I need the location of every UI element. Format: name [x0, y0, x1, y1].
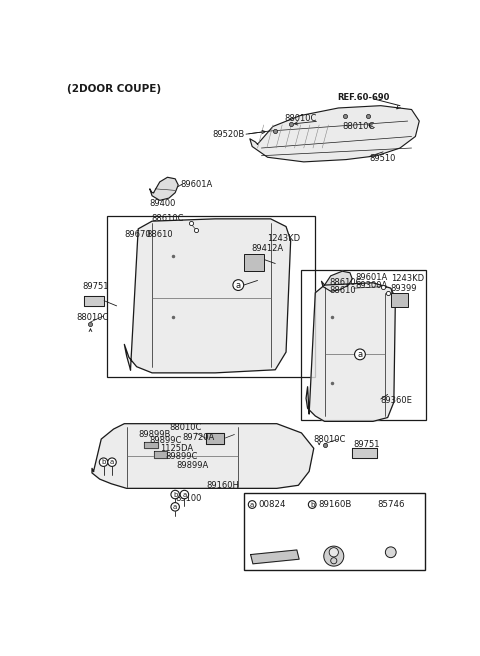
Bar [391, 293, 408, 306]
Text: 00824: 00824 [258, 500, 286, 509]
Bar [301, 270, 426, 420]
Polygon shape [251, 550, 299, 564]
Text: 88610C: 88610C [329, 278, 361, 287]
Text: 88010C: 88010C [285, 114, 317, 123]
Text: 89160H: 89160H [206, 481, 239, 490]
Circle shape [99, 458, 108, 466]
Circle shape [385, 547, 396, 558]
Text: 89300A: 89300A [355, 281, 387, 289]
Text: 89751: 89751 [354, 440, 380, 449]
Text: 89899B: 89899B [138, 430, 170, 439]
Text: 89899C: 89899C [165, 451, 198, 461]
Polygon shape [352, 448, 377, 459]
Text: 85746: 85746 [377, 500, 405, 509]
Text: 89100: 89100 [175, 494, 202, 503]
Text: REF.60-690: REF.60-690 [337, 92, 389, 102]
Circle shape [180, 490, 189, 499]
Text: 89399: 89399 [391, 283, 417, 293]
Polygon shape [306, 283, 396, 421]
Circle shape [233, 279, 244, 291]
Polygon shape [84, 296, 104, 306]
Text: b: b [310, 502, 314, 508]
Bar [244, 493, 425, 570]
Circle shape [329, 548, 338, 557]
Text: 1243KD: 1243KD [391, 274, 424, 283]
Text: (2DOOR COUPE): (2DOOR COUPE) [67, 85, 161, 94]
Circle shape [248, 501, 256, 508]
Text: a: a [173, 504, 177, 510]
Circle shape [108, 458, 116, 466]
Polygon shape [250, 106, 419, 162]
Text: b: b [101, 459, 106, 465]
Text: 89670: 89670 [124, 230, 151, 239]
Text: 89601A: 89601A [355, 273, 387, 282]
Text: a: a [182, 491, 187, 497]
Polygon shape [144, 442, 158, 448]
Text: 89400: 89400 [150, 199, 176, 208]
Text: a: a [110, 459, 114, 465]
Polygon shape [92, 424, 314, 488]
Text: 88010C: 88010C [169, 423, 202, 432]
Circle shape [171, 490, 180, 499]
Polygon shape [124, 219, 291, 373]
Circle shape [171, 502, 180, 511]
Text: 1125DA: 1125DA [160, 444, 193, 453]
Text: 88610C: 88610C [151, 215, 184, 223]
Text: 89899C: 89899C [150, 436, 182, 445]
Text: a: a [236, 281, 241, 289]
Circle shape [355, 349, 365, 359]
Text: 89601A: 89601A [180, 180, 213, 189]
Circle shape [324, 546, 344, 566]
Polygon shape [206, 433, 225, 445]
Text: 1243KD: 1243KD [267, 234, 300, 243]
Text: 89360E: 89360E [381, 396, 413, 405]
Text: a: a [358, 350, 362, 359]
Text: 89520B: 89520B [212, 130, 244, 138]
Polygon shape [154, 451, 168, 458]
Polygon shape [322, 271, 352, 291]
Circle shape [308, 501, 316, 508]
Text: 89510: 89510 [369, 154, 396, 163]
Bar [244, 255, 264, 271]
Text: 89899A: 89899A [177, 461, 209, 470]
Text: 89720A: 89720A [183, 433, 215, 442]
Text: 88610: 88610 [146, 230, 172, 239]
Text: 89412A: 89412A [252, 243, 284, 253]
Text: 89751: 89751 [83, 282, 109, 291]
Polygon shape [150, 177, 178, 200]
Text: 88010C: 88010C [77, 313, 109, 322]
Text: 88010C: 88010C [314, 434, 346, 443]
Text: a: a [250, 502, 254, 508]
Text: 88010C: 88010C [342, 122, 374, 131]
Bar [108, 216, 315, 377]
Text: 89160B: 89160B [318, 500, 352, 509]
Text: 88610: 88610 [329, 286, 356, 295]
Text: b: b [173, 491, 177, 497]
